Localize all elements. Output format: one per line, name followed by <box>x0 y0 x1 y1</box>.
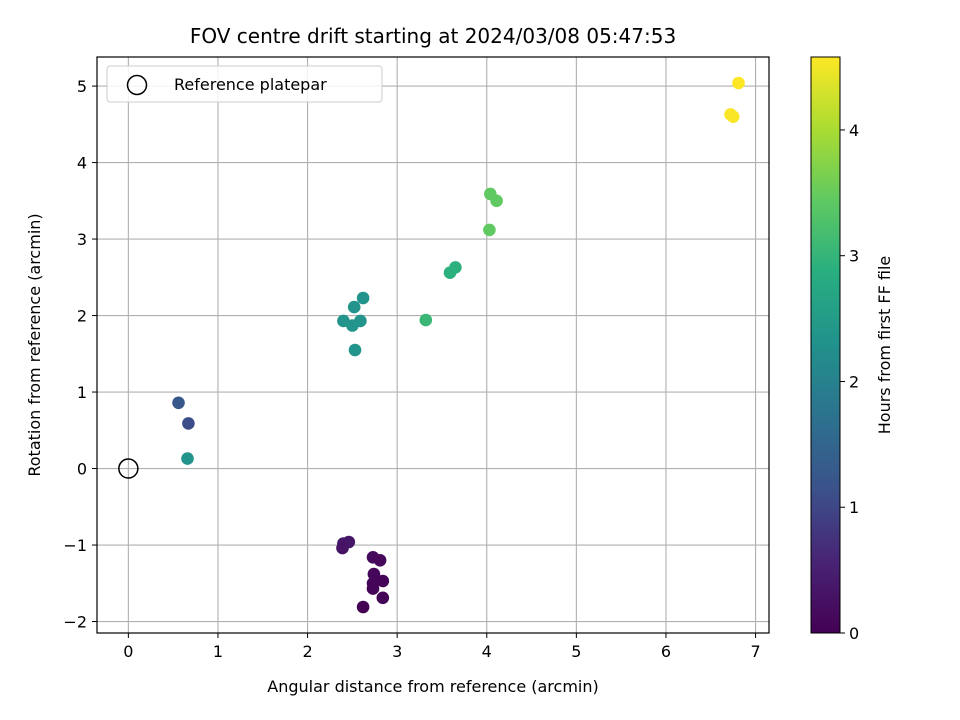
colorbar-ticks: 0 1 2 3 4 <box>840 121 859 643</box>
y-tick-label: 5 <box>77 77 87 96</box>
legend-open-circle-marker <box>126 74 148 96</box>
data-point <box>181 452 194 465</box>
colorbar-tick-label: 4 <box>849 121 859 140</box>
reference-platepar-marker <box>118 458 139 479</box>
data-point <box>347 300 361 314</box>
data-point <box>732 76 745 90</box>
data-point <box>356 600 370 614</box>
x-tick-label: 1 <box>213 642 223 661</box>
data-point <box>356 291 370 305</box>
colorbar-tick-label: 0 <box>849 624 859 643</box>
y-tick-label: −1 <box>63 536 87 555</box>
x-tick-label: 0 <box>123 642 133 661</box>
legend-entry-label: Reference platepar <box>174 75 327 94</box>
data-point <box>367 567 381 581</box>
data-point <box>348 343 362 357</box>
data-point <box>366 582 380 595</box>
data-point <box>172 396 185 410</box>
colorbar-label: Hours from first FF file <box>875 256 894 435</box>
legend-box <box>106 65 383 103</box>
x-tick-label: 7 <box>750 642 760 661</box>
plot-frame <box>96 56 770 634</box>
data-points <box>172 76 745 614</box>
y-tick-label: 1 <box>77 383 87 402</box>
data-point <box>419 313 433 327</box>
y-tick-label: 0 <box>77 460 87 479</box>
data-point <box>336 541 349 555</box>
colorbar-tick-label: 3 <box>849 247 859 266</box>
data-point <box>373 554 387 567</box>
data-point <box>726 110 740 123</box>
data-point <box>483 223 496 237</box>
colorbar-gradient <box>810 56 841 634</box>
x-tick-label: 5 <box>571 642 581 661</box>
x-tick-label: 2 <box>302 642 312 661</box>
grid <box>97 57 769 633</box>
x-axis-label: Angular distance from reference (arcmin) <box>267 677 598 696</box>
data-point <box>182 417 195 430</box>
data-point <box>376 591 390 605</box>
data-point <box>376 574 390 588</box>
y-tick-label: 3 <box>77 230 87 249</box>
y-tick-label: 2 <box>77 307 87 326</box>
colorbar-tick-label: 2 <box>849 372 859 391</box>
colorbar: 0 1 2 3 4 Hours from first FF file <box>810 56 894 643</box>
legend: Reference platepar <box>106 65 383 103</box>
x-tick-label: 3 <box>392 642 402 661</box>
colorbar-tick-label: 1 <box>849 498 859 517</box>
x-tick-label: 4 <box>482 642 492 661</box>
data-point <box>449 261 462 274</box>
data-point <box>354 314 367 328</box>
chart-title: FOV centre drift starting at 2024/03/08 … <box>190 24 676 48</box>
x-axis-ticks: 0 1 2 3 4 5 6 7 <box>123 633 761 661</box>
y-axis-label: Rotation from reference (arcmin) <box>25 213 44 476</box>
y-tick-label: −2 <box>63 613 87 632</box>
x-tick-label: 6 <box>661 642 671 661</box>
y-axis-ticks: −2 −1 0 1 2 3 4 5 <box>63 77 97 632</box>
reference-marker-layer <box>118 458 139 479</box>
y-tick-label: 4 <box>77 154 87 173</box>
data-point <box>490 194 503 208</box>
